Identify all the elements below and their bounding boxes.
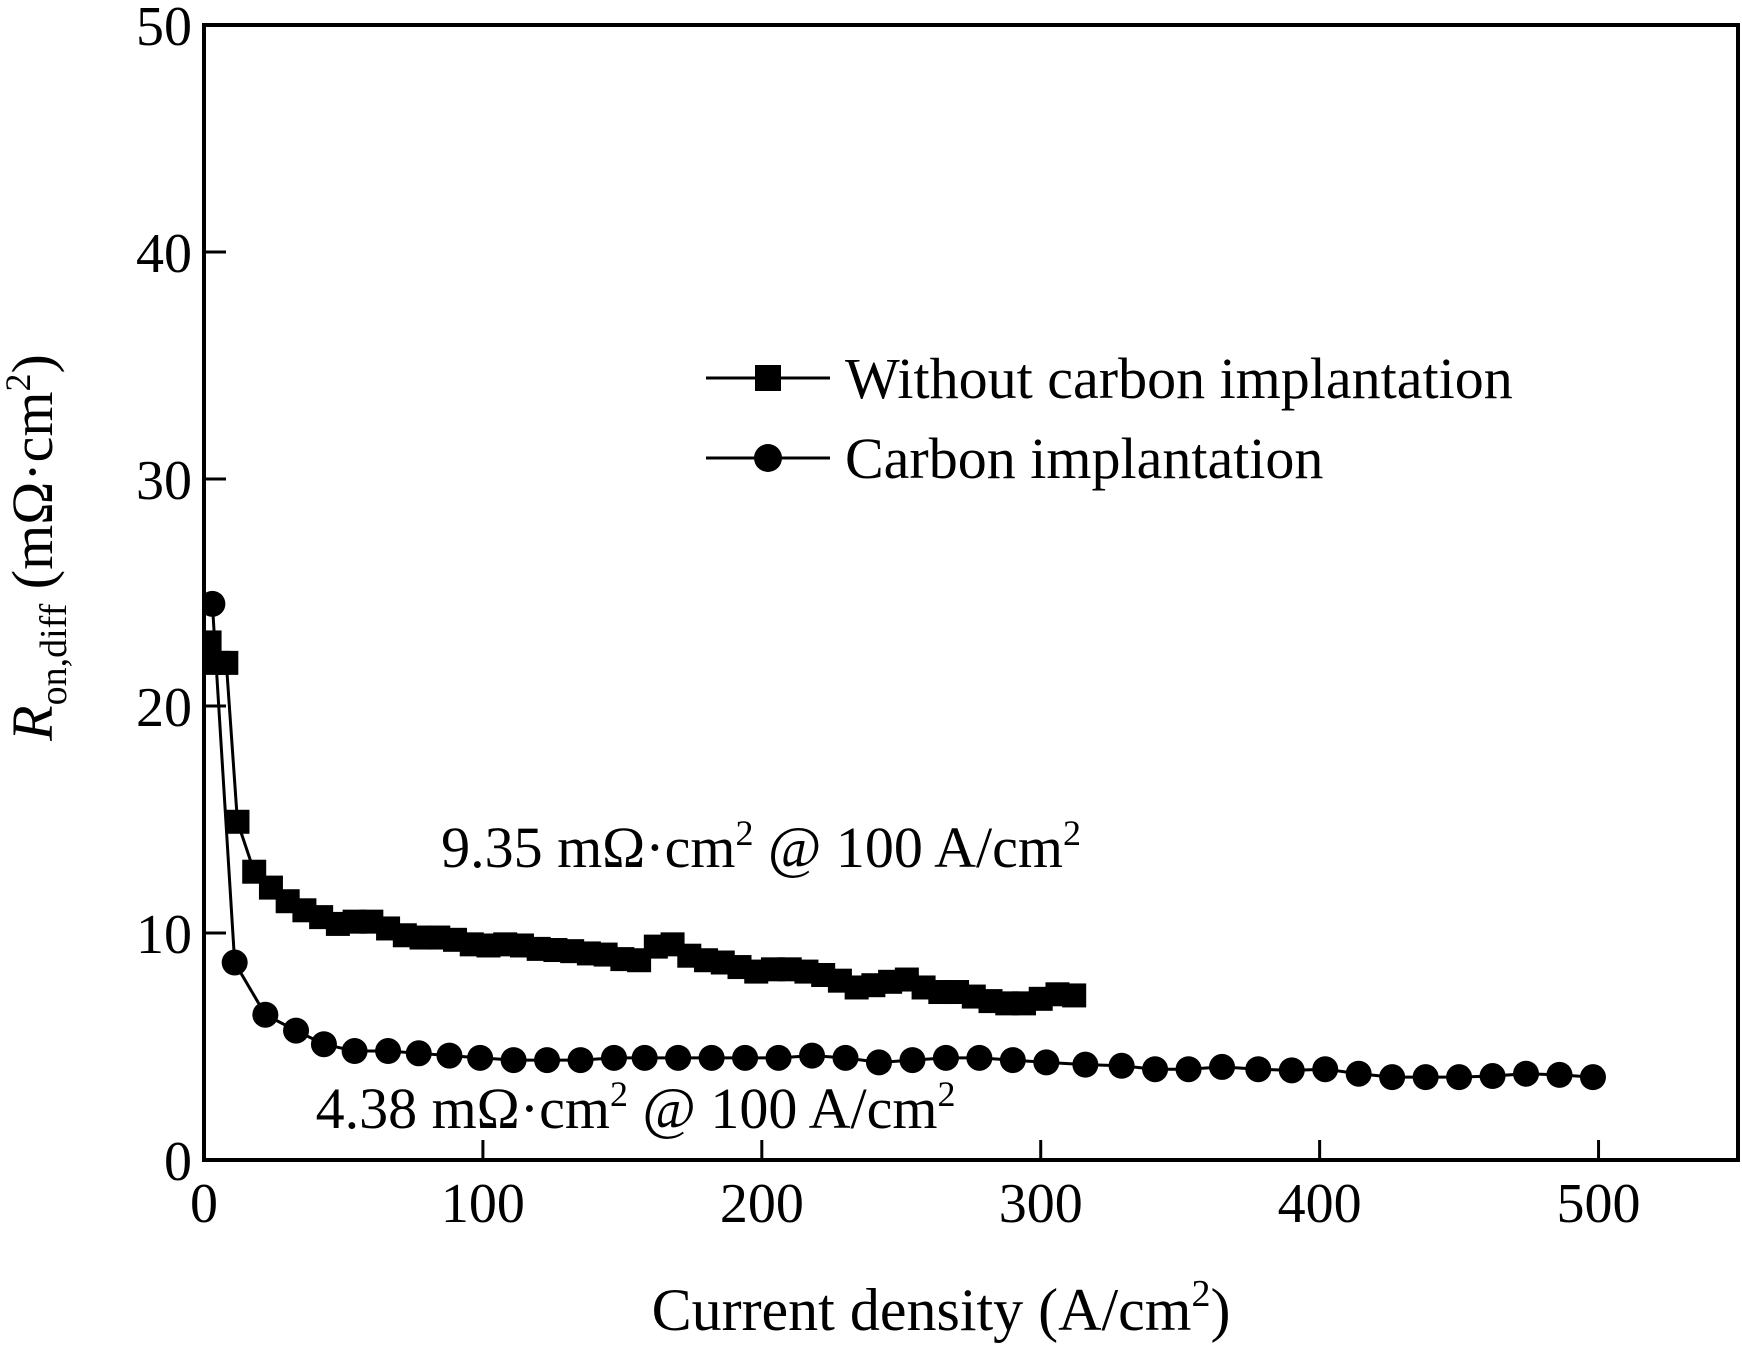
circle-marker: [865, 1049, 892, 1076]
circle-marker: [899, 1047, 926, 1074]
plot-frame: [202, 23, 1740, 1162]
y-label-unit: (mΩ·cm: [0, 391, 65, 603]
circle-marker: [341, 1038, 368, 1065]
annotation-part: @ 100 A/cm: [628, 1076, 938, 1141]
square-marker: [1062, 983, 1087, 1008]
circle-marker: [1209, 1053, 1236, 1080]
circle-marker: [1379, 1064, 1406, 1091]
y-axis-label: Ron,diff (mΩ·cm2): [0, 354, 75, 742]
circle-marker: [1412, 1064, 1439, 1091]
x-tick-label: 100: [441, 1173, 525, 1235]
legend: Without carbon implantation Carbon implan…: [706, 346, 1513, 491]
series-group: [204, 590, 1606, 1091]
circle-marker: [932, 1044, 959, 1071]
series-without-carbon: [204, 630, 1087, 1016]
circle-marker: [1278, 1057, 1305, 1084]
y-tick-label: 50: [136, 0, 192, 58]
circle-marker: [467, 1044, 494, 1071]
annotation-superscript: 2: [610, 1074, 628, 1114]
circle-marker: [567, 1047, 594, 1074]
circle-marker: [283, 1017, 310, 1044]
annotation-part: 9.35 mΩ·cm: [441, 815, 735, 880]
circle-marker: [1072, 1051, 1099, 1078]
y-tick-label: 0: [164, 1131, 192, 1193]
circle-marker: [832, 1044, 859, 1071]
x-tick-label: 200: [720, 1173, 804, 1235]
circle-marker: [765, 1044, 792, 1071]
circle-marker: [204, 590, 226, 617]
y-tick-label: 40: [136, 223, 192, 285]
annotation-superscript: 2: [938, 1074, 956, 1114]
y-label-symbol: R: [0, 705, 65, 741]
circle-marker: [732, 1044, 759, 1071]
circle-marker: [1175, 1056, 1202, 1083]
circle-marker: [1446, 1064, 1473, 1091]
circle-marker: [310, 1031, 337, 1058]
x-axis-label: Current density (A/cm2): [652, 1273, 1231, 1343]
y-label-subscript: on,diff: [33, 603, 75, 705]
circle-marker: [966, 1044, 993, 1071]
annotation-text: 4.38 mΩ·cm2 @ 100 A/cm2: [316, 1074, 956, 1141]
annotation-superscript: 2: [735, 813, 753, 853]
circle-marker: [1513, 1060, 1540, 1087]
x-label-part: ): [1210, 1277, 1230, 1343]
y-tick-label: 30: [136, 450, 192, 512]
series-carbon: [204, 590, 1606, 1091]
circle-marker: [436, 1042, 463, 1069]
x-tick-label: 500: [1557, 1173, 1641, 1235]
annotation-text: 9.35 mΩ·cm2 @ 100 A/cm2: [441, 813, 1081, 880]
circle-marker: [1546, 1061, 1573, 1088]
x-label-superscript: 2: [1191, 1273, 1210, 1315]
y-tick-label: 20: [136, 677, 192, 739]
circle-marker: [1108, 1052, 1135, 1079]
axis-labels: Current density (A/cm2)Ron,diff (mΩ·cm2): [0, 354, 1230, 1343]
circle-marker: [1579, 1064, 1606, 1091]
circle-marker: [375, 1038, 402, 1065]
x-tick-label: 300: [999, 1173, 1083, 1235]
circle-marker: [698, 1044, 725, 1071]
circle-marker: [1245, 1056, 1272, 1083]
annotation-superscript: 2: [1063, 813, 1081, 853]
circle-marker: [999, 1047, 1026, 1074]
x-tick-label: 400: [1278, 1173, 1362, 1235]
x-label-part: Current density (A/cm: [652, 1277, 1192, 1343]
square-marker: [214, 650, 239, 675]
y-label-unit-close: ): [0, 354, 65, 373]
circle-marker: [252, 1001, 279, 1028]
circle-marker: [665, 1044, 692, 1071]
circle-marker: [221, 949, 248, 976]
circle-marker: [405, 1040, 432, 1067]
legend-label: Carbon implantation: [845, 426, 1323, 491]
circle-marker: [534, 1047, 561, 1074]
annotation-part: @ 100 A/cm: [753, 815, 1063, 880]
square-marker: [204, 630, 222, 655]
circle-marker: [631, 1044, 658, 1071]
legend-label: Without carbon implantation: [845, 346, 1513, 411]
circle-marker: [1479, 1063, 1506, 1090]
circle-marker: [1345, 1060, 1372, 1087]
legend-circle-marker: [754, 444, 782, 472]
circle-marker: [1312, 1056, 1339, 1083]
plot-area: [204, 590, 1606, 1091]
y-tick-label: 10: [136, 904, 192, 966]
circle-marker: [1033, 1049, 1060, 1076]
circle-marker: [1142, 1056, 1169, 1083]
axes: 0 100 200 300 400 500 0 10 20 30 40 50: [136, 0, 1740, 1235]
annotation-part: 4.38 mΩ·cm: [316, 1076, 610, 1141]
circle-marker: [500, 1047, 527, 1074]
legend-square-marker: [755, 365, 781, 391]
circle-marker: [600, 1044, 627, 1071]
square-marker: [225, 809, 250, 834]
circle-marker: [799, 1042, 826, 1069]
y-label-superscript: 2: [0, 373, 38, 391]
x-tick-label: 0: [190, 1173, 218, 1235]
